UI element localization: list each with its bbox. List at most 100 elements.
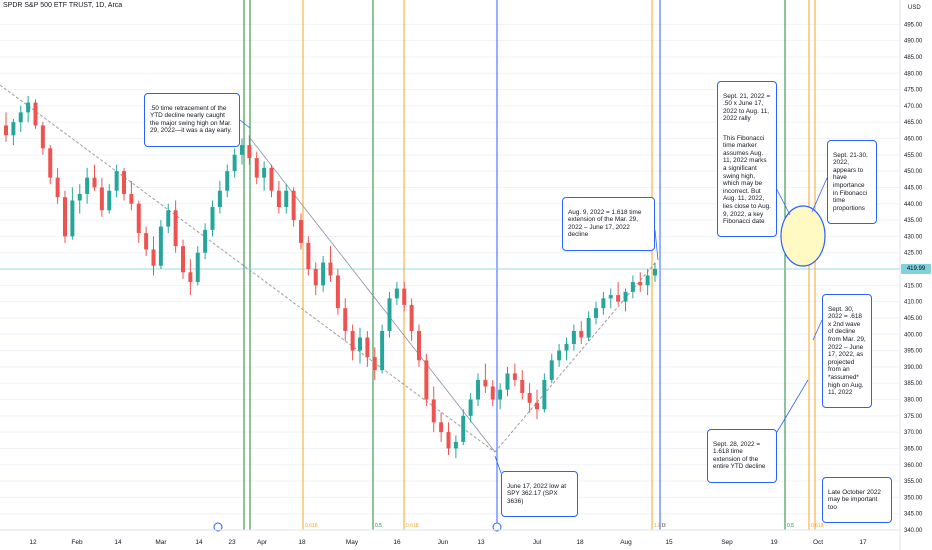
y-tick-label: 475.00 — [904, 88, 923, 94]
annotation-text: Sept. 21, 2022 = .50 x June 17, 2022 to … — [723, 92, 771, 123]
candle-body — [291, 190, 296, 221]
annotation-sept30[interactable]: Sept. 30, 2022 = .618 x 2nd wave of decl… — [822, 294, 872, 409]
y-tick-label: 425.00 — [904, 251, 923, 257]
x-tick-label: Oct — [813, 539, 823, 546]
candle — [542, 373, 547, 413]
candle-body — [653, 269, 657, 276]
candle — [653, 262, 657, 283]
candle — [483, 363, 488, 393]
candle — [247, 135, 252, 165]
candle-body — [136, 203, 141, 234]
candle-body — [557, 350, 562, 361]
candle-body — [151, 249, 156, 266]
candle — [77, 184, 82, 214]
annotation-sept28[interactable]: Sept. 28, 2022 = 1.618 time extension of… — [707, 429, 777, 483]
annotation-sept21[interactable]: Sept. 21, 2022 = .50 x June 17, 2022 to … — [717, 81, 777, 238]
candle-body — [520, 379, 525, 393]
candle — [262, 161, 267, 191]
candle-body — [394, 288, 399, 299]
candle-body — [122, 171, 126, 194]
candle-body — [564, 344, 569, 351]
candle — [188, 259, 193, 296]
candle — [33, 99, 38, 129]
y-tick-label: 375.00 — [904, 414, 923, 420]
candle — [402, 282, 407, 312]
candle — [461, 409, 466, 446]
candle — [70, 187, 75, 240]
y-tick-label: 345.00 — [904, 512, 923, 518]
y-tick-label: 355.00 — [904, 479, 923, 485]
annotation-text: Late October 2022 may be important too — [828, 488, 881, 511]
candle — [321, 255, 326, 292]
candle — [601, 291, 606, 315]
candle — [380, 324, 385, 374]
candle-body — [630, 282, 635, 292]
y-tick-label: 360.00 — [904, 463, 923, 469]
fib-time-label: 0 — [662, 523, 665, 529]
x-tick-label: 17 — [859, 539, 867, 546]
candle — [291, 187, 296, 227]
annotation-retracement[interactable]: .50 time retracement of the YTD decline … — [144, 93, 240, 147]
candle — [431, 386, 436, 433]
candle-body — [247, 145, 252, 159]
candle — [490, 379, 495, 407]
candle — [335, 269, 340, 315]
candle — [299, 213, 303, 250]
callout-connector — [811, 177, 828, 213]
candle-body — [77, 193, 82, 201]
candle — [55, 167, 60, 204]
candle-body — [225, 171, 230, 191]
annotation-sept21-30[interactable]: Sept. 21-30, 2022, appears to have impor… — [827, 140, 877, 224]
decline-leg-line — [249, 137, 496, 453]
candle-body — [203, 229, 208, 253]
candle-body — [114, 171, 119, 191]
fib-time-label: 0.618 — [811, 523, 824, 529]
x-tick-label: Mar — [155, 539, 167, 546]
candle-body — [92, 177, 97, 188]
candle-body — [498, 389, 503, 400]
candle — [571, 324, 576, 351]
x-tick-label: May — [346, 539, 359, 546]
candle-body — [343, 308, 348, 331]
candle-body — [158, 226, 163, 266]
event-marker-icon — [492, 522, 502, 532]
candle-body — [645, 275, 650, 286]
candle — [4, 112, 8, 142]
candle-body — [269, 167, 274, 191]
candle-body — [262, 167, 267, 178]
annotation-aug9[interactable]: Aug. 9, 2022 = 1.618 time extension of t… — [562, 197, 655, 251]
y-tick-label: 405.00 — [904, 316, 923, 322]
candle — [527, 383, 532, 413]
candle — [151, 236, 156, 276]
candle-body — [144, 233, 149, 250]
x-tick-label: Aug — [620, 539, 632, 546]
candle — [520, 370, 525, 400]
candle — [158, 220, 163, 269]
candle-body — [306, 242, 311, 269]
y-tick-label: 380.00 — [904, 398, 923, 404]
candle-body — [11, 122, 16, 136]
x-tick-label: 23 — [228, 539, 236, 546]
candle — [40, 122, 45, 155]
candle-body — [210, 207, 215, 230]
y-tick-label: 470.00 — [904, 104, 923, 110]
x-tick-label: 12 — [29, 539, 37, 546]
candle-body — [461, 415, 466, 442]
price-axis[interactable]: 340.00 345.00 350.00 355.00 360.00 365.00 370.… — [899, 0, 932, 550]
candle-body — [439, 422, 444, 433]
candle — [594, 301, 598, 325]
candle-body — [188, 272, 193, 283]
y-tick-label: 445.00 — [904, 185, 923, 191]
candle — [284, 184, 289, 214]
annotation-text: This Fibonacci time marker assumes Aug. … — [723, 134, 771, 226]
candle — [217, 180, 222, 214]
time-axis[interactable]: 12 Feb 14 Mar 14 23 Apr 18 May 16 Jun 13 Jul 18 Aug 15 S… — [0, 529, 900, 546]
callout-connector — [239, 119, 251, 129]
annotation-june17-low[interactable]: June 17, 2022 low at SPY 362.17 (SPX 363… — [501, 471, 578, 517]
y-tick-label: 400.00 — [904, 332, 923, 338]
annotation-late-october[interactable]: Late October 2022 may be important too — [822, 477, 892, 523]
candle — [92, 164, 97, 191]
candle-body — [616, 295, 621, 302]
fib-time-label: 0.5 — [375, 523, 382, 529]
